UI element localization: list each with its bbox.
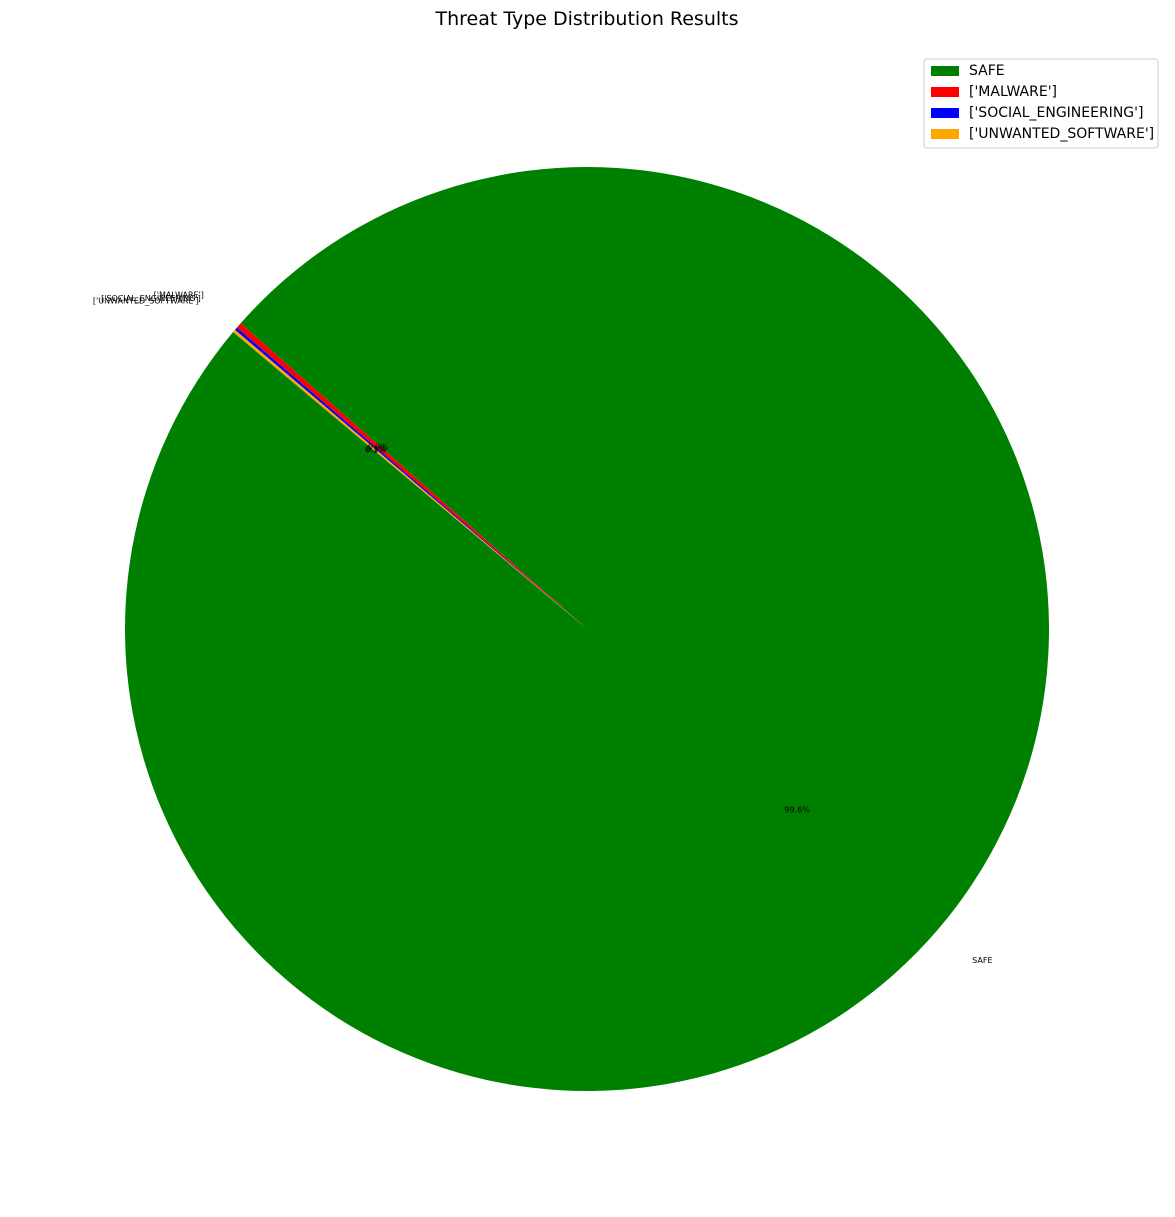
slice-label: SAFE <box>972 956 992 965</box>
legend-label: ['UNWANTED_SOFTWARE'] <box>969 126 1154 142</box>
legend-swatch <box>931 87 959 97</box>
pie-slice-social-engineering <box>234 327 588 629</box>
slice-label: ['MALWARE'] <box>154 291 204 300</box>
legend-label: ['MALWARE'] <box>969 84 1057 100</box>
slice-percent-label: 0.1% <box>365 446 386 455</box>
slice-percent-label: 99.6% <box>784 805 810 814</box>
slice-label: ['UNWANTED_SOFTWARE'] <box>93 297 199 306</box>
legend-swatch <box>931 129 959 139</box>
legend-label: SAFE <box>969 63 1005 79</box>
pie-slice-malware <box>236 323 588 629</box>
slice-percent-labels: 99.6%0.2%0.1%0.1% <box>365 442 810 814</box>
legend-swatch <box>931 66 959 76</box>
legend-swatch <box>931 108 959 118</box>
legend-frame <box>923 58 1159 149</box>
slice-percent-label: 0.2% <box>368 442 389 451</box>
legend-items: SAFE ['MALWARE'] ['SOCIAL_ENGINEERING'] ['U… <box>931 63 1154 142</box>
legend-label: ['SOCIAL_ENGINEERING'] <box>969 105 1143 121</box>
slice-labels: SAFE ['MALWARE']['SOCIAL_ENGINEERING']['U… <box>93 291 993 965</box>
pie-slices <box>125 166 1050 1091</box>
slice-label: ['SOCIAL_ENGINEERING'] <box>101 294 201 303</box>
legend: SAFE ['MALWARE'] ['SOCIAL_ENGINEERING'] ['U… <box>923 58 1159 149</box>
slice-percent-label: 0.1% <box>366 444 387 453</box>
chart-title: Threat Type Distribution Results <box>434 8 738 30</box>
pie-slice-safe <box>125 166 1050 1091</box>
pie-slice-unwanted-software <box>233 329 587 629</box>
